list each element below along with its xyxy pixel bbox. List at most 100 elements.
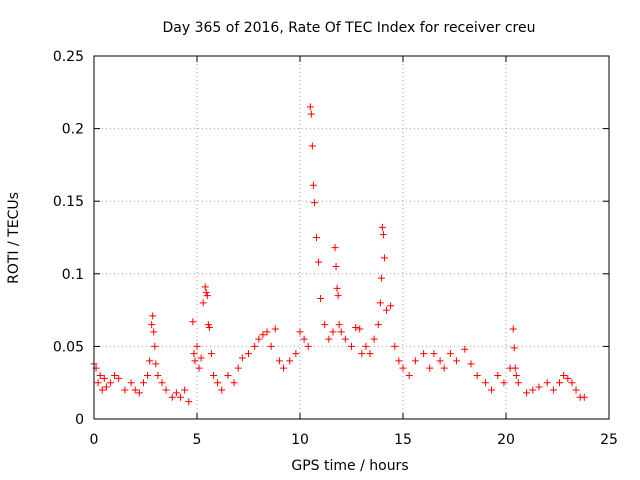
data-point — [304, 342, 312, 350]
data-point — [195, 364, 203, 372]
data-point — [267, 342, 275, 350]
data-point — [158, 379, 166, 387]
data-point — [580, 393, 588, 401]
data-point — [337, 328, 345, 336]
data-point — [488, 386, 496, 394]
data-point — [146, 357, 154, 365]
plot-frame — [93, 55, 610, 420]
y-tick-label: 0.15 — [53, 194, 84, 210]
data-point — [331, 244, 339, 252]
data-point — [395, 357, 403, 365]
y-tick-label: 0 — [75, 412, 84, 428]
data-point — [308, 142, 316, 150]
data-point — [348, 342, 355, 350]
data-point — [139, 379, 147, 387]
data-point — [189, 318, 197, 326]
data-point — [374, 321, 382, 329]
data-point — [383, 306, 391, 314]
grid — [94, 56, 609, 419]
data-point — [151, 342, 159, 350]
x-tick-label: 0 — [90, 432, 99, 448]
data-point — [334, 292, 342, 300]
data-point — [98, 386, 106, 394]
data-point — [481, 379, 489, 387]
data-point — [399, 364, 407, 372]
data-point — [106, 379, 114, 387]
data-point — [325, 335, 333, 343]
data-point — [144, 371, 152, 379]
data-point — [317, 294, 325, 302]
data-point — [185, 398, 193, 406]
data-point — [181, 386, 189, 394]
data-point — [511, 364, 519, 372]
data-point — [300, 335, 308, 343]
data-point — [352, 324, 360, 332]
y-tick-label: 0.25 — [53, 49, 84, 65]
data-point — [321, 321, 329, 329]
data-point — [426, 364, 434, 372]
data-point — [150, 328, 158, 336]
data-point — [251, 342, 259, 350]
data-point — [162, 386, 170, 394]
data-point — [405, 371, 413, 379]
data-point — [199, 299, 207, 307]
data-point — [218, 386, 226, 394]
data-point — [362, 342, 370, 350]
y-tick-label: 0.1 — [62, 267, 84, 283]
data-point — [152, 360, 160, 368]
data-point — [510, 344, 518, 352]
data-point — [391, 342, 399, 350]
data-point — [509, 325, 517, 333]
x-axis-label: GPS time / hours — [291, 458, 408, 474]
data-point — [307, 110, 315, 118]
data-point — [309, 181, 317, 189]
data-point — [238, 354, 246, 362]
data-point — [204, 321, 212, 329]
data-point — [377, 274, 385, 282]
data-point — [387, 302, 395, 310]
data-point — [135, 389, 143, 397]
data-point — [100, 374, 108, 382]
data-point — [312, 234, 320, 241]
data-point — [568, 379, 576, 387]
data-point — [514, 379, 522, 387]
data-point — [440, 364, 448, 372]
data-point — [245, 350, 252, 358]
data-point — [306, 103, 314, 111]
data-point — [315, 258, 323, 266]
data-point — [333, 284, 341, 292]
data-point — [529, 386, 537, 394]
data-point — [234, 364, 242, 372]
data-point — [149, 312, 157, 320]
data-point — [379, 231, 387, 239]
data-point — [329, 328, 337, 336]
x-tick-label: 15 — [394, 432, 412, 448]
data-point — [111, 371, 119, 379]
data-point — [335, 321, 343, 329]
axis-ticks: 0 5 10 15 20 25 0 0.05 0.1 0.15 0.2 0.25 — [53, 49, 618, 448]
data-point — [115, 374, 123, 382]
data-point — [280, 364, 288, 372]
y-tick-label: 0.05 — [53, 339, 84, 355]
data-point — [172, 389, 180, 397]
x-tick-label: 5 — [193, 432, 202, 448]
data-point — [310, 199, 318, 207]
data-point — [177, 393, 185, 401]
data-point — [190, 350, 198, 358]
data-point — [121, 386, 129, 394]
data-point — [512, 371, 520, 379]
data-point — [378, 223, 386, 231]
data-point — [255, 335, 263, 343]
x-tick-label: 10 — [291, 432, 309, 448]
data-point — [263, 328, 271, 336]
chart-title: Day 365 of 2016, Rate Of TEC Index for r… — [162, 20, 535, 36]
data-points — [90, 103, 588, 406]
data-point — [473, 371, 481, 379]
data-point — [131, 386, 139, 394]
data-point — [366, 350, 374, 358]
data-point — [197, 354, 205, 362]
data-point — [436, 357, 444, 365]
data-point — [286, 357, 294, 365]
data-point — [148, 321, 156, 329]
